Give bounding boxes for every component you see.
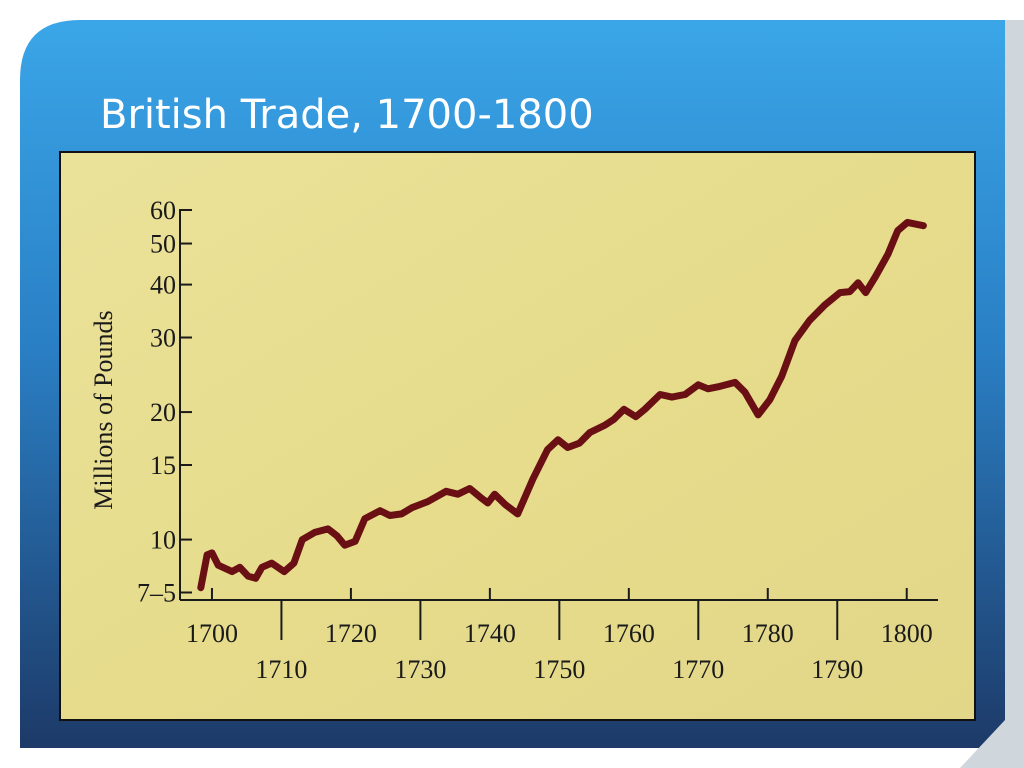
x-tick-label: 1700 — [186, 619, 238, 648]
x-tick-label: 1750 — [533, 655, 585, 684]
x-tick-label: 1740 — [464, 619, 516, 648]
y-tick-label: 60 — [150, 196, 176, 225]
x-tick-label: 1790 — [811, 655, 863, 684]
y-tick-label: 20 — [150, 398, 176, 427]
y-tick-label: 10 — [150, 526, 176, 555]
x-tick-label: 1720 — [325, 619, 377, 648]
x-tick-label: 1760 — [603, 619, 655, 648]
plot: 7–5 10 15 20 30 40 50 60 1700 1710 1720 1730 1740 175… — [137, 196, 938, 684]
trade-line — [197, 218, 927, 592]
y-tick-label: 50 — [150, 230, 176, 259]
x-tick-label: 1730 — [394, 655, 446, 684]
slide-title: British Trade, 1700-1800 — [100, 92, 594, 138]
y-tick-label: 40 — [150, 271, 176, 300]
x-tick-label: 1710 — [255, 655, 307, 684]
y-tick-label: 30 — [150, 323, 176, 352]
x-tick-label: 1770 — [672, 655, 724, 684]
y-tick-label: 15 — [150, 451, 176, 480]
x-tick-label: 1800 — [881, 619, 933, 648]
x-tick-label: 1780 — [742, 619, 794, 648]
y-axis-label: Millions of Pounds — [89, 310, 118, 509]
chart-panel — [59, 151, 976, 721]
y-tick-label: 7–5 — [137, 578, 176, 607]
corner-band — [960, 20, 1024, 768]
